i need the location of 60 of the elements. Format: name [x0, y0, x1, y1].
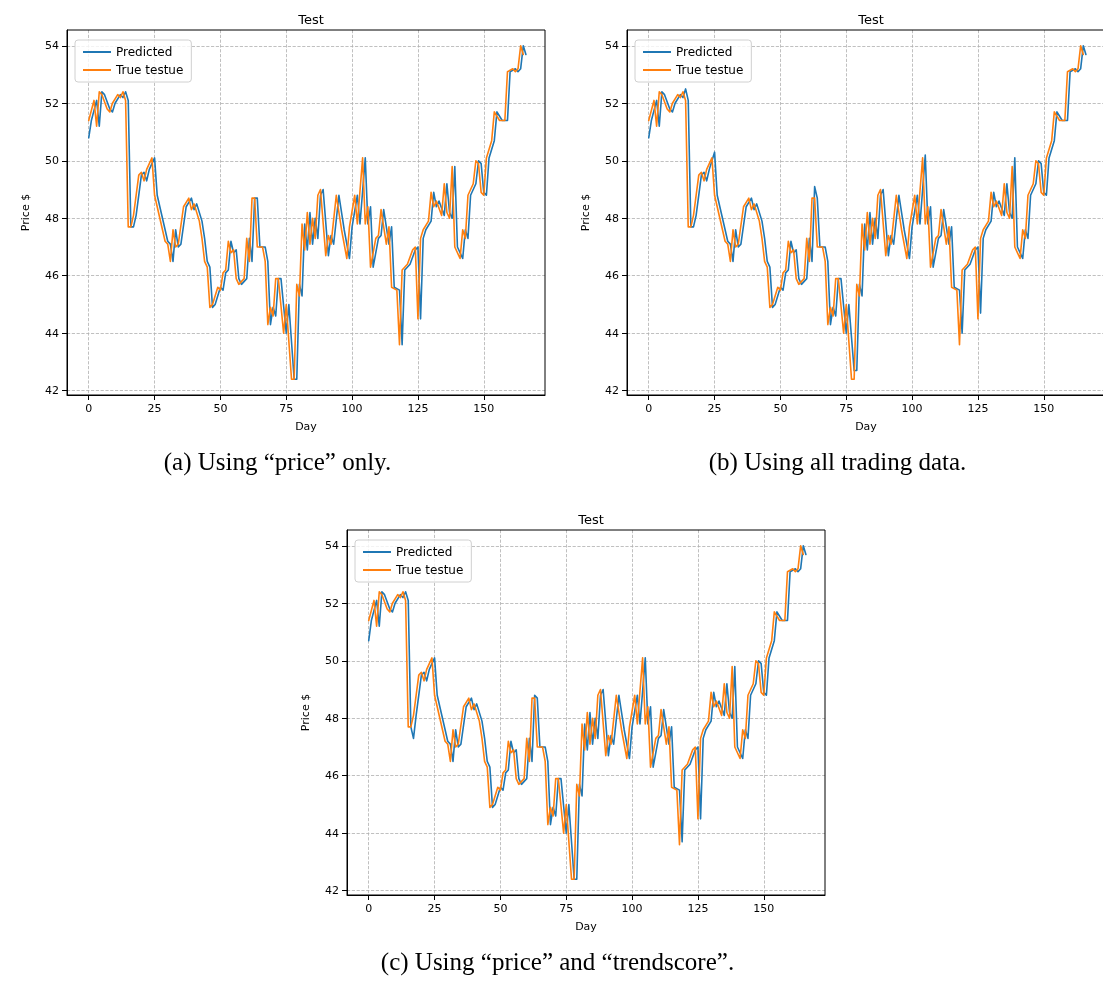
y-tick-label: 48: [605, 211, 619, 225]
y-tick-label: 42: [45, 384, 59, 398]
chart-title: Test: [297, 12, 324, 27]
x-tick-label: 125: [967, 402, 989, 415]
x-tick-label: 0: [365, 902, 373, 915]
y-tick-label: 44: [325, 826, 339, 840]
x-tick-label: 125: [687, 902, 709, 915]
y-tick-label: 42: [605, 384, 619, 398]
y-tick-label: 44: [605, 326, 619, 340]
y-tick-label: 44: [45, 326, 59, 340]
y-tick-label: 54: [605, 39, 619, 53]
x-tick-label: 50: [773, 402, 788, 415]
legend-label: Predicted: [116, 45, 173, 59]
x-tick-label: 75: [839, 402, 854, 415]
y-axis-title: Price $: [19, 193, 32, 232]
y-tick-label: 50: [45, 154, 59, 168]
y-tick-label: 46: [45, 269, 59, 283]
y-tick-label: 46: [325, 769, 339, 783]
x-tick-label: 150: [1033, 402, 1055, 415]
x-axis-title: Day: [855, 420, 878, 433]
y-axis-title: Price $: [579, 193, 592, 232]
chart-title: Test: [857, 12, 884, 27]
y-tick-label: 50: [605, 154, 619, 168]
y-tick-label: 52: [325, 596, 339, 610]
y-axis-title: Price $: [299, 693, 312, 732]
x-tick-label: 150: [753, 902, 775, 915]
y-tick-label: 54: [325, 539, 339, 553]
x-tick-label: 0: [85, 402, 93, 415]
x-tick-label: 25: [427, 902, 442, 915]
x-tick-label: 125: [407, 402, 429, 415]
y-tick-label: 42: [325, 884, 339, 898]
x-tick-label: 50: [213, 402, 228, 415]
legend-label: True testue: [675, 63, 744, 77]
y-tick-label: 48: [325, 711, 339, 725]
x-tick-label: 100: [341, 402, 363, 415]
y-tick-label: 54: [45, 39, 59, 53]
x-tick-label: 25: [147, 402, 162, 415]
x-axis-title: Day: [575, 920, 598, 933]
y-tick-label: 52: [45, 96, 59, 110]
y-tick-label: 48: [45, 211, 59, 225]
y-tick-label: 50: [325, 654, 339, 668]
x-tick-label: 50: [493, 902, 508, 915]
x-tick-label: 100: [901, 402, 923, 415]
text: (c) Using “price” and “trendscore”.: [379, 948, 736, 976]
legend-label: True testue: [395, 563, 464, 577]
text: (a) Using “price” only.: [162, 448, 393, 476]
x-tick-label: 25: [707, 402, 722, 415]
chart-title: Test: [577, 512, 604, 527]
x-axis-title: Day: [295, 420, 318, 433]
y-tick-label: 52: [605, 96, 619, 110]
text: (b) Using all trading data.: [707, 448, 968, 476]
legend-label: Predicted: [396, 545, 453, 559]
legend-label: True testue: [115, 63, 184, 77]
y-tick-label: 46: [605, 269, 619, 283]
x-tick-label: 0: [645, 402, 653, 415]
x-tick-label: 75: [279, 402, 294, 415]
legend-label: Predicted: [676, 45, 733, 59]
x-tick-label: 150: [473, 402, 495, 415]
x-tick-label: 100: [621, 902, 643, 915]
x-tick-label: 75: [559, 902, 574, 915]
